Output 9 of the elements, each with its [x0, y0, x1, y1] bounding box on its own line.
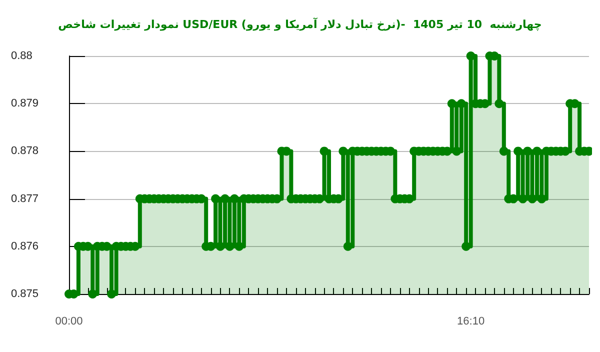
y-tick-label: 0.875	[11, 288, 39, 300]
x-tick-label: 00:00	[55, 316, 83, 328]
y-tick-label: 0.88	[11, 50, 32, 62]
x-tick-label: 16:10	[457, 316, 485, 328]
y-tick-label: 0.878	[11, 145, 39, 158]
y-tick-label: 0.877	[11, 192, 39, 205]
y-tick-label: 0.879	[11, 98, 39, 110]
chart-title: نمودار تغییرات شاخص USD/EUR (نرخ تبادل دلار آمریکا و یورو)- چهارشنبه 10 تیر 1405	[58, 17, 542, 31]
y-tick-label: 0.876	[11, 240, 39, 252]
